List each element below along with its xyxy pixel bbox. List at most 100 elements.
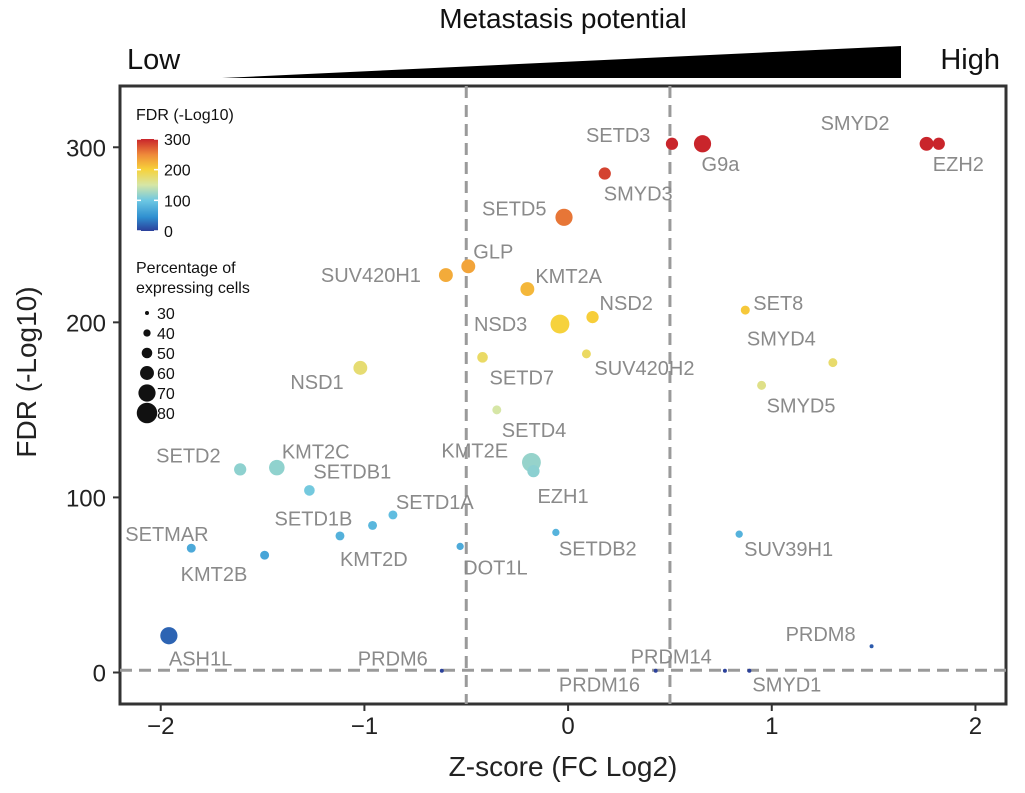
point-setdb2 — [552, 528, 560, 537]
point-kmt2a — [520, 282, 535, 297]
header-high: High — [940, 44, 1000, 76]
label-nsd2: NSD2 — [600, 293, 653, 315]
y-tick-label: 0 — [93, 660, 106, 687]
size-key-label: 40 — [157, 326, 175, 343]
reference-lines — [120, 86, 1006, 704]
point-prdm6 — [439, 668, 444, 673]
label-glp: GLP — [473, 241, 513, 263]
label-setd4: SETD4 — [502, 420, 566, 442]
point-smyd2 — [919, 136, 934, 151]
label-ezh2: EZH2 — [933, 154, 984, 176]
x-tick-label: −2 — [147, 713, 174, 740]
size-key-30 — [145, 311, 149, 315]
point-setdb1 — [304, 485, 315, 496]
point-glp — [461, 259, 476, 274]
color-tick-label: 0 — [164, 224, 173, 241]
label-setd1a: SETD1A — [396, 492, 474, 514]
size-key-label: 80 — [157, 406, 175, 423]
point-setd7 — [477, 352, 488, 363]
label-smyd3: SMYD3 — [604, 184, 673, 206]
y-tick-label: 300 — [66, 135, 106, 162]
label-g9a: G9a — [702, 154, 741, 176]
label-suv420h2: SUV420H2 — [594, 358, 694, 380]
size-legend: Percentage of expressing cells 30 40 50 60 7… — [136, 260, 250, 424]
point-ezh1 — [527, 465, 540, 478]
label-ezh1: EZH1 — [537, 486, 588, 508]
point-setd1a — [388, 510, 398, 520]
x-tick-label: 0 — [561, 713, 574, 740]
label-kmt2c: KMT2C — [282, 442, 350, 464]
point-prdm8 — [869, 644, 874, 649]
size-key-80 — [136, 402, 158, 424]
label-smyd1: SMYD1 — [752, 675, 821, 697]
label-smyd4: SMYD4 — [747, 329, 816, 351]
point-setd1b — [368, 520, 378, 530]
point-prdm14 — [653, 668, 658, 673]
data-labels: SMYD2 EZH2 SETD3 G9a SMYD3 SETD5 GLP SUV420H1 KM… — [125, 113, 984, 697]
x-tick-label: 1 — [765, 713, 778, 740]
label-suv420h1: SUV420H1 — [321, 265, 421, 287]
color-legend: FDR (-Log10) 0 100 200 300 — [136, 107, 234, 241]
point-kmt2d — [335, 531, 345, 541]
y-tick-label: 100 — [66, 485, 106, 512]
label-setd7: SETD7 — [490, 367, 554, 389]
label-prdm6: PRDM6 — [358, 649, 428, 671]
size-legend-title-line1: Percentage of — [136, 260, 236, 277]
size-key-label: 50 — [157, 346, 175, 363]
size-key-label: 60 — [157, 366, 175, 383]
point-smyd3 — [598, 167, 611, 180]
label-kmt2a: KMT2A — [535, 266, 602, 288]
x-tick-label: −1 — [351, 713, 378, 740]
point-suv420h1 — [438, 268, 453, 283]
label-setd1b: SETD1B — [275, 508, 353, 530]
point-smyd1 — [747, 668, 752, 673]
label-prdm8: PRDM8 — [786, 624, 856, 646]
point-ash1l — [160, 627, 178, 645]
color-tick-label: 200 — [164, 163, 191, 180]
color-legend-ticks: 0 100 200 300 — [137, 132, 191, 241]
size-key-label: 30 — [157, 306, 175, 323]
size-legend-title-line2: expressing cells — [136, 280, 250, 297]
label-prdm14: PRDM14 — [631, 647, 712, 669]
point-nsd1 — [353, 360, 368, 375]
label-nsd1: NSD1 — [290, 372, 343, 394]
label-dot1l: DOT1L — [463, 557, 527, 579]
size-key-70 — [138, 384, 156, 402]
label-kmt2d: KMT2D — [340, 549, 408, 571]
point-setd3 — [665, 137, 679, 150]
point-setd2 — [234, 463, 247, 476]
point-ezh2 — [932, 137, 945, 150]
y-axis-title: FDR (-Log10) — [11, 286, 42, 457]
metastasis-wedge — [222, 46, 901, 78]
point-suv420h2 — [581, 349, 591, 359]
point-set8 — [740, 305, 750, 315]
point-nsd2 — [586, 310, 599, 324]
label-setdb2: SETDB2 — [559, 538, 637, 560]
size-key-50 — [141, 347, 153, 359]
x-axis-title: Z-score (FC Log2) — [449, 751, 678, 782]
label-setd5: SETD5 — [482, 198, 546, 220]
size-key-label: 70 — [157, 386, 175, 403]
point-dot1l — [456, 542, 464, 551]
label-set8: SET8 — [753, 293, 803, 315]
y-tick-label: 200 — [66, 310, 106, 337]
label-setd3: SETD3 — [586, 125, 650, 147]
label-smyd2: SMYD2 — [821, 113, 890, 135]
color-legend-title: FDR (-Log10) — [136, 107, 234, 124]
label-nsd3: NSD3 — [474, 314, 527, 336]
point-prdm16 — [722, 668, 727, 673]
color-legend-bar — [137, 139, 158, 231]
header-title: Metastasis potential — [439, 3, 686, 34]
point-g9a — [693, 135, 712, 153]
size-key-40 — [143, 329, 151, 337]
point-nsd3 — [550, 314, 570, 334]
color-tick-label: 300 — [164, 132, 191, 149]
point-suv39h1 — [735, 530, 743, 538]
point-kmt2c — [269, 459, 285, 476]
label-ash1l: ASH1L — [169, 649, 232, 671]
x-tick-label: 2 — [969, 713, 982, 740]
point-setd4 — [492, 405, 502, 415]
point-kmt2b — [260, 550, 270, 560]
size-key-60 — [140, 366, 154, 380]
